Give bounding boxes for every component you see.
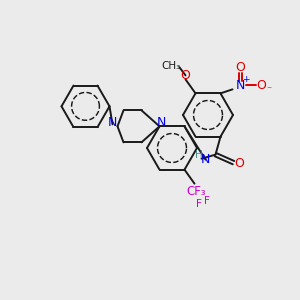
Text: F: F (204, 196, 209, 206)
Text: N: N (236, 79, 245, 92)
Text: CH₃: CH₃ (162, 61, 181, 71)
Text: O: O (235, 157, 244, 170)
Text: N: N (201, 153, 210, 166)
Text: F: F (196, 199, 201, 209)
Text: O: O (236, 61, 245, 74)
Text: CF₃: CF₃ (187, 185, 206, 198)
Text: O: O (256, 79, 266, 92)
Text: O: O (181, 69, 190, 82)
Text: N: N (157, 116, 166, 129)
Text: +: + (242, 75, 249, 84)
Text: ⁻: ⁻ (266, 85, 271, 95)
Text: N: N (108, 116, 117, 129)
Text: H: H (195, 150, 203, 160)
